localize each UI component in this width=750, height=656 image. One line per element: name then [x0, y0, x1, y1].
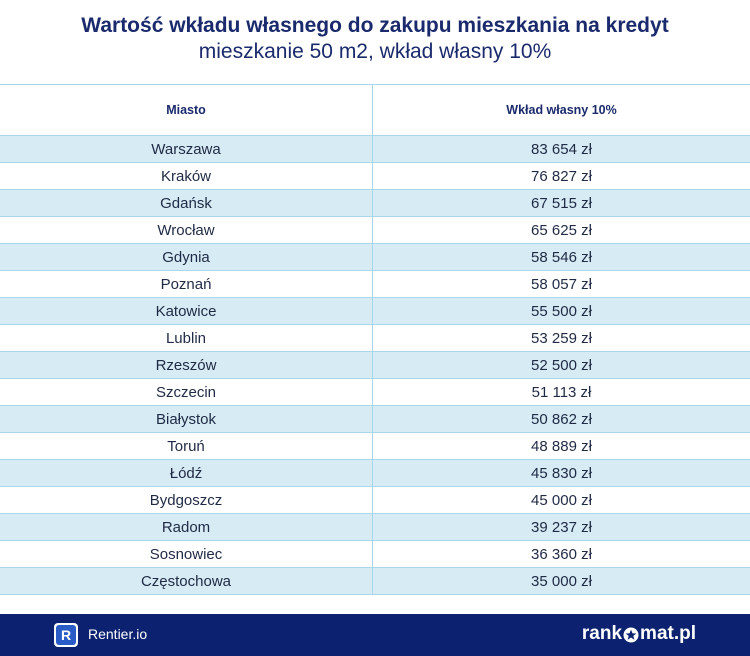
cell-city: Częstochowa — [0, 568, 373, 594]
cell-city: Łódź — [0, 460, 373, 486]
cell-city: Szczecin — [0, 379, 373, 405]
footer-bar: R Rentier.io rank mat.pl — [0, 614, 750, 656]
chart-title: Wartość wkładu własnego do zakupu mieszk… — [81, 14, 669, 37]
table-row: Łódź 45 830 zł — [0, 460, 750, 487]
table-row: Toruń 48 889 zł — [0, 433, 750, 460]
cell-city: Lublin — [0, 325, 373, 351]
cell-down-payment: 65 625 zł — [531, 221, 592, 239]
star-icon — [623, 627, 639, 643]
cell-down-payment: 39 237 zł — [531, 518, 592, 536]
table-row: Gdańsk 67 515 zł — [0, 190, 750, 217]
chart-subtitle: mieszkanie 50 m2, wkład własny 10% — [198, 40, 552, 63]
table-row: Częstochowa 35 000 zł — [0, 568, 750, 595]
cell-down-payment: 83 654 zł — [531, 140, 592, 158]
cell-city: Wrocław — [0, 217, 373, 243]
cell-down-payment: 36 360 zł — [531, 545, 592, 563]
table-row: Kraków 76 827 zł — [0, 163, 750, 190]
cell-down-payment: 58 546 zł — [531, 248, 592, 266]
cell-down-payment: 51 113 zł — [531, 383, 592, 401]
cell-city: Radom — [0, 514, 373, 540]
cell-city: Warszawa — [0, 136, 373, 162]
rankomat-brand-part1: rank — [581, 623, 623, 644]
table-row: Poznań 58 057 zł — [0, 271, 750, 298]
table-row: Katowice 55 500 zł — [0, 298, 750, 325]
cell-city: Katowice — [0, 298, 373, 324]
table-header: Miasto Wkład własny 10% — [0, 85, 750, 136]
table-row: Radom 39 237 zł — [0, 514, 750, 541]
table-row: Lublin 53 259 zł — [0, 325, 750, 352]
table-row: Gdynia 58 546 zł — [0, 244, 750, 271]
table-body: Warszawa 83 654 zł Kraków 76 827 zł Gdańsk 67… — [0, 136, 750, 595]
cell-city: Sosnowiec — [0, 541, 373, 567]
table-row: Sosnowiec 36 360 zł — [0, 541, 750, 568]
column-header-down-payment: Wkład własny 10% — [506, 103, 617, 117]
cell-down-payment: 55 500 zł — [531, 302, 592, 320]
table-row: Wrocław 65 625 zł — [0, 217, 750, 244]
cell-city: Toruń — [0, 433, 373, 459]
cell-city: Poznań — [0, 271, 373, 297]
rankomat-logo: rank mat.pl — [582, 623, 696, 645]
rentier-brand: Rentier.io — [88, 626, 148, 642]
rentier-logo-letter: R — [56, 625, 76, 645]
cell-down-payment: 45 000 zł — [531, 491, 592, 509]
cell-down-payment: 53 259 zł — [531, 329, 592, 347]
cell-city: Bydgoszcz — [0, 487, 373, 513]
cell-down-payment: 67 515 zł — [531, 194, 592, 212]
cell-city: Białystok — [0, 406, 373, 432]
data-table: Miasto Wkład własny 10% Warszawa 83 654 z… — [0, 84, 750, 595]
cell-down-payment: 58 057 zł — [531, 275, 592, 293]
cell-down-payment: 76 827 zł — [531, 167, 592, 185]
cell-down-payment: 50 862 zł — [531, 410, 592, 428]
cell-down-payment: 48 889 zł — [531, 437, 592, 455]
table-row: Białystok 50 862 zł — [0, 406, 750, 433]
cell-down-payment: 35 000 zł — [531, 572, 592, 590]
table-row: Warszawa 83 654 zł — [0, 136, 750, 163]
table-row: Bydgoszcz 45 000 zł — [0, 487, 750, 514]
cell-city: Kraków — [0, 163, 373, 189]
column-header-city: Miasto — [0, 85, 373, 135]
rentier-logo-icon: R — [54, 623, 78, 647]
cell-down-payment: 52 500 zł — [531, 356, 592, 374]
cell-down-payment: 45 830 zł — [531, 464, 592, 482]
cell-city: Rzeszów — [0, 352, 373, 378]
cell-city: Gdynia — [0, 244, 373, 270]
rankomat-brand-part2: mat.pl — [640, 623, 696, 644]
table-row: Rzeszów 52 500 zł — [0, 352, 750, 379]
cell-city: Gdańsk — [0, 190, 373, 216]
table-row: Szczecin 51 113 zł — [0, 379, 750, 406]
